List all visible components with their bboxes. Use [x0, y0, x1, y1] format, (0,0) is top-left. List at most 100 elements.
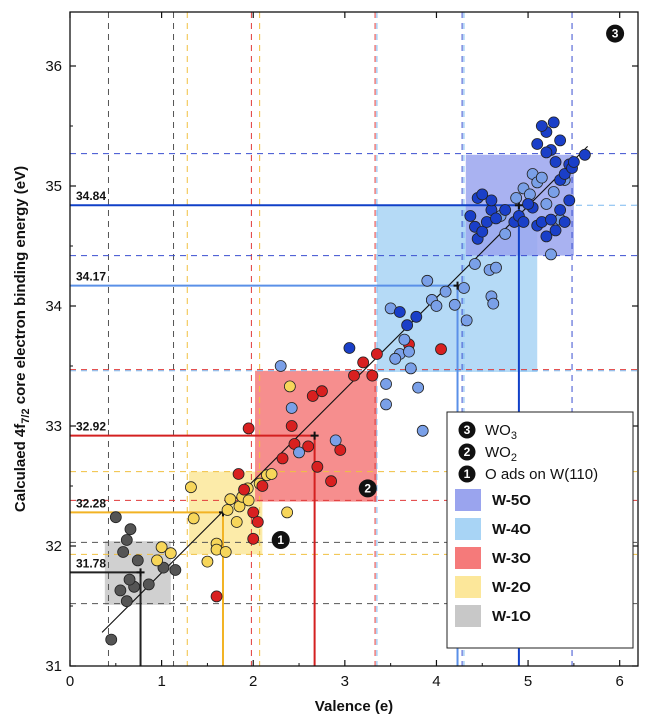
data-point — [398, 333, 411, 346]
ref-label: 31.78 — [76, 556, 106, 570]
legend-marker — [458, 443, 476, 461]
data-point — [563, 194, 576, 207]
data-point — [490, 261, 502, 274]
data-point — [439, 285, 452, 298]
data-point — [281, 506, 294, 519]
data-point — [348, 369, 360, 382]
numbered-marker-label: 3 — [612, 27, 619, 41]
data-point — [169, 564, 182, 576]
intersection-cross — [310, 431, 319, 440]
x-tick-label: 5 — [524, 673, 532, 690]
data-point — [311, 460, 324, 473]
data-point — [523, 188, 536, 201]
data-point — [325, 475, 337, 488]
x-tick-label: 0 — [66, 673, 74, 690]
legend-label: W-5O — [492, 492, 531, 509]
numbered-marker — [271, 531, 290, 549]
ref-label: 34.17 — [76, 270, 106, 284]
data-point — [256, 480, 269, 492]
data-point — [232, 468, 245, 480]
data-point — [316, 385, 328, 398]
x-tick-label: 1 — [157, 673, 165, 690]
legend-swatch — [455, 518, 481, 540]
data-point — [285, 402, 298, 414]
data-point — [416, 424, 429, 437]
data-point — [131, 554, 144, 567]
data-point — [469, 258, 481, 270]
data-point — [547, 186, 560, 198]
data-point — [185, 481, 197, 494]
data-point — [242, 494, 255, 507]
data-point — [120, 595, 133, 608]
data-point — [401, 319, 414, 332]
data-point — [210, 590, 223, 603]
data-point — [517, 216, 530, 228]
data-point — [247, 506, 260, 519]
ref-label: 32.92 — [76, 420, 106, 434]
data-point — [412, 381, 425, 394]
data-point — [476, 225, 489, 238]
data-point — [547, 116, 560, 129]
data-point — [545, 248, 557, 261]
x-tick-label: 6 — [616, 673, 624, 690]
data-point — [464, 210, 477, 222]
data-point — [510, 192, 523, 204]
data-point — [540, 230, 553, 243]
data-point — [404, 362, 417, 375]
data-point — [276, 452, 289, 465]
data-point — [522, 198, 534, 210]
x-tick-label: 3 — [341, 673, 349, 690]
data-point — [448, 298, 461, 311]
data-point — [558, 216, 571, 228]
data-point — [105, 633, 118, 646]
data-point — [549, 224, 562, 237]
data-point — [421, 274, 434, 287]
y-tick-label: 33 — [45, 418, 62, 435]
data-point — [164, 547, 177, 560]
data-point — [238, 483, 250, 496]
data-points — [105, 116, 591, 646]
y-tick-label: 36 — [45, 58, 62, 75]
data-point — [366, 369, 379, 382]
legend-swatch — [455, 605, 481, 627]
x-tick-label: 4 — [432, 673, 440, 690]
data-point — [554, 134, 567, 147]
numbered-marker — [358, 479, 377, 498]
y-axis-title-main: Calculaed 4f — [12, 423, 29, 512]
numbered-marker-label: 1 — [277, 533, 284, 547]
data-point — [430, 300, 443, 312]
numbered-marker — [606, 24, 625, 43]
data-point — [389, 352, 402, 365]
data-point — [251, 516, 264, 528]
legend-label: W-4O — [492, 521, 531, 538]
ref-label: 32.28 — [76, 496, 106, 510]
data-point — [410, 310, 423, 323]
data-point — [124, 523, 137, 536]
data-point — [114, 584, 127, 597]
data-point — [224, 493, 237, 506]
data-point — [460, 314, 473, 327]
data-point — [393, 306, 406, 318]
data-point — [380, 378, 392, 390]
legend-swatch — [455, 576, 481, 598]
data-point — [247, 532, 260, 545]
data-point — [155, 541, 168, 554]
data-point — [242, 422, 255, 435]
data-point — [499, 228, 512, 240]
data-point — [499, 204, 512, 216]
data-point — [487, 297, 500, 310]
data-point — [458, 282, 470, 294]
data-point — [535, 171, 548, 184]
data-point — [357, 356, 370, 369]
legend-marker — [458, 465, 476, 483]
y-axis-title-sub: 7/2 — [20, 408, 32, 423]
data-point — [435, 343, 447, 356]
data-point — [476, 188, 489, 201]
data-point — [531, 138, 544, 150]
y-tick-label: 31 — [45, 658, 62, 675]
data-point — [151, 554, 163, 567]
data-point — [120, 534, 133, 546]
legend-marker-num: 1 — [464, 467, 471, 481]
legend-marker-num: 2 — [464, 445, 471, 459]
